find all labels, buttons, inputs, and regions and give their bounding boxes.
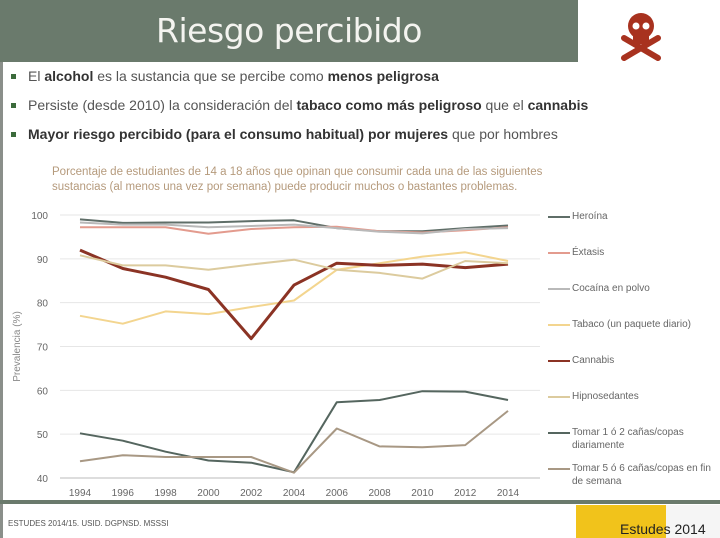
- x-tick-label: 2004: [283, 488, 306, 499]
- x-tick-label: 2010: [411, 488, 434, 499]
- legend-label: Éxtasis: [572, 247, 605, 258]
- x-tick-label: 2008: [368, 488, 391, 499]
- legend-item: Tomar 1 ó 2 cañas/copas diariamente: [548, 426, 720, 452]
- logo-secondary: [666, 505, 720, 538]
- x-tick-label: 1996: [112, 488, 135, 499]
- bullet-icon: [11, 73, 16, 79]
- x-tick-label: 1994: [69, 488, 92, 499]
- bullet-list: El alcohol es la sustancia que se percib…: [8, 66, 588, 153]
- legend-item: Heroína: [548, 210, 608, 223]
- x-tick-label: 2012: [454, 488, 477, 499]
- legend-item: Cannabis: [548, 354, 614, 367]
- slide-frame: [0, 0, 3, 538]
- legend-swatch: [548, 468, 570, 470]
- legend-swatch: [548, 360, 570, 362]
- series-line-tabaco-un-paquete-diario-: [79, 251, 509, 325]
- legend-label: Hipnosedantes: [572, 391, 639, 402]
- legend-swatch: [548, 252, 570, 254]
- series-line-tomar-1-2-ca-as-copas-diariamente: [79, 390, 509, 474]
- bold-text: cannabis: [527, 97, 589, 113]
- skull-crossbones-icon: [621, 13, 661, 61]
- bullet-item: El alcohol es la sustancia que se percib…: [8, 66, 588, 95]
- text: que por hombres: [448, 126, 558, 142]
- y-tick-label: 100: [31, 211, 48, 222]
- series-line-cannabis: [79, 248, 509, 341]
- legend-swatch: [548, 288, 570, 290]
- bullet-icon: [11, 131, 16, 137]
- x-tick-label: 2002: [240, 488, 263, 499]
- text: que el: [481, 97, 528, 113]
- bold-text: tabaco como más peligroso: [296, 97, 482, 113]
- legend-item: Cocaína en polvo: [548, 282, 650, 295]
- legend-item: Éxtasis: [548, 246, 604, 259]
- bold-text: alcohol: [44, 68, 94, 84]
- y-tick-label: 60: [37, 386, 49, 397]
- legend-label: Tabaco (un paquete diario): [572, 319, 691, 330]
- y-tick-label: 40: [37, 474, 49, 485]
- text: El: [28, 68, 45, 84]
- legend-swatch: [548, 324, 570, 326]
- y-tick-label: 90: [37, 255, 49, 266]
- legend-item: Tabaco (un paquete diario): [548, 318, 691, 331]
- y-axis-label: Prevalencia (%): [12, 311, 23, 382]
- y-tick-label: 50: [37, 430, 49, 441]
- line-chart: 100 90 80 70 60 50 40 1994 1996 1998 2000 2002 2004 2…: [12, 211, 540, 499]
- watermark: Estudes 2014: [620, 521, 706, 537]
- legend-label: Tomar 1 ó 2 cañas/copas diariamente: [572, 427, 684, 451]
- source-note: ESTUDES 2014/15. USID. DGPNSD. MSSSI: [8, 519, 169, 528]
- x-tick-label: 2000: [197, 488, 220, 499]
- legend-swatch: [548, 396, 570, 398]
- bold-text: Mayor riesgo percibido (para el consumo …: [28, 126, 449, 142]
- series-line-tomar-5-6-ca-as-copas-en-fin-de-semana: [79, 410, 509, 474]
- text: Persiste (desde 2010) la consideración d…: [28, 97, 297, 113]
- text: es la sustancia que se percibe como: [93, 68, 328, 84]
- bullet-item: Persiste (desde 2010) la consideración d…: [8, 95, 588, 124]
- y-tick-label: 80: [37, 299, 49, 310]
- legend-label: Heroína: [572, 211, 608, 222]
- legend-label: Tomar 5 ó 6 cañas/copas en fin de semana: [572, 463, 711, 487]
- ministerio-logo: [576, 505, 666, 538]
- chart-title: Porcentaje de estudiantes de 14 a 18 año…: [52, 166, 543, 193]
- slide-title: Riesgo percibido: [156, 11, 422, 50]
- legend-swatch: [548, 432, 570, 434]
- legend-swatch: [548, 216, 570, 218]
- legend-label: Cocaína en polvo: [572, 283, 650, 294]
- footer-divider: [0, 500, 720, 504]
- legend-item: Hipnosedantes: [548, 390, 639, 403]
- x-tick-label: 2006: [326, 488, 349, 499]
- title-banner: Riesgo percibido: [0, 0, 578, 62]
- x-tick-label: 2014: [497, 488, 520, 499]
- y-tick-label: 70: [37, 343, 49, 354]
- legend-label: Cannabis: [572, 355, 615, 366]
- x-tick-label: 1998: [154, 488, 177, 499]
- bold-text: menos peligrosa: [327, 68, 439, 84]
- legend-item: Tomar 5 ó 6 cañas/copas en fin de semana: [548, 462, 720, 488]
- bullet-item: Mayor riesgo percibido (para el consumo …: [8, 124, 588, 153]
- bullet-icon: [11, 102, 16, 108]
